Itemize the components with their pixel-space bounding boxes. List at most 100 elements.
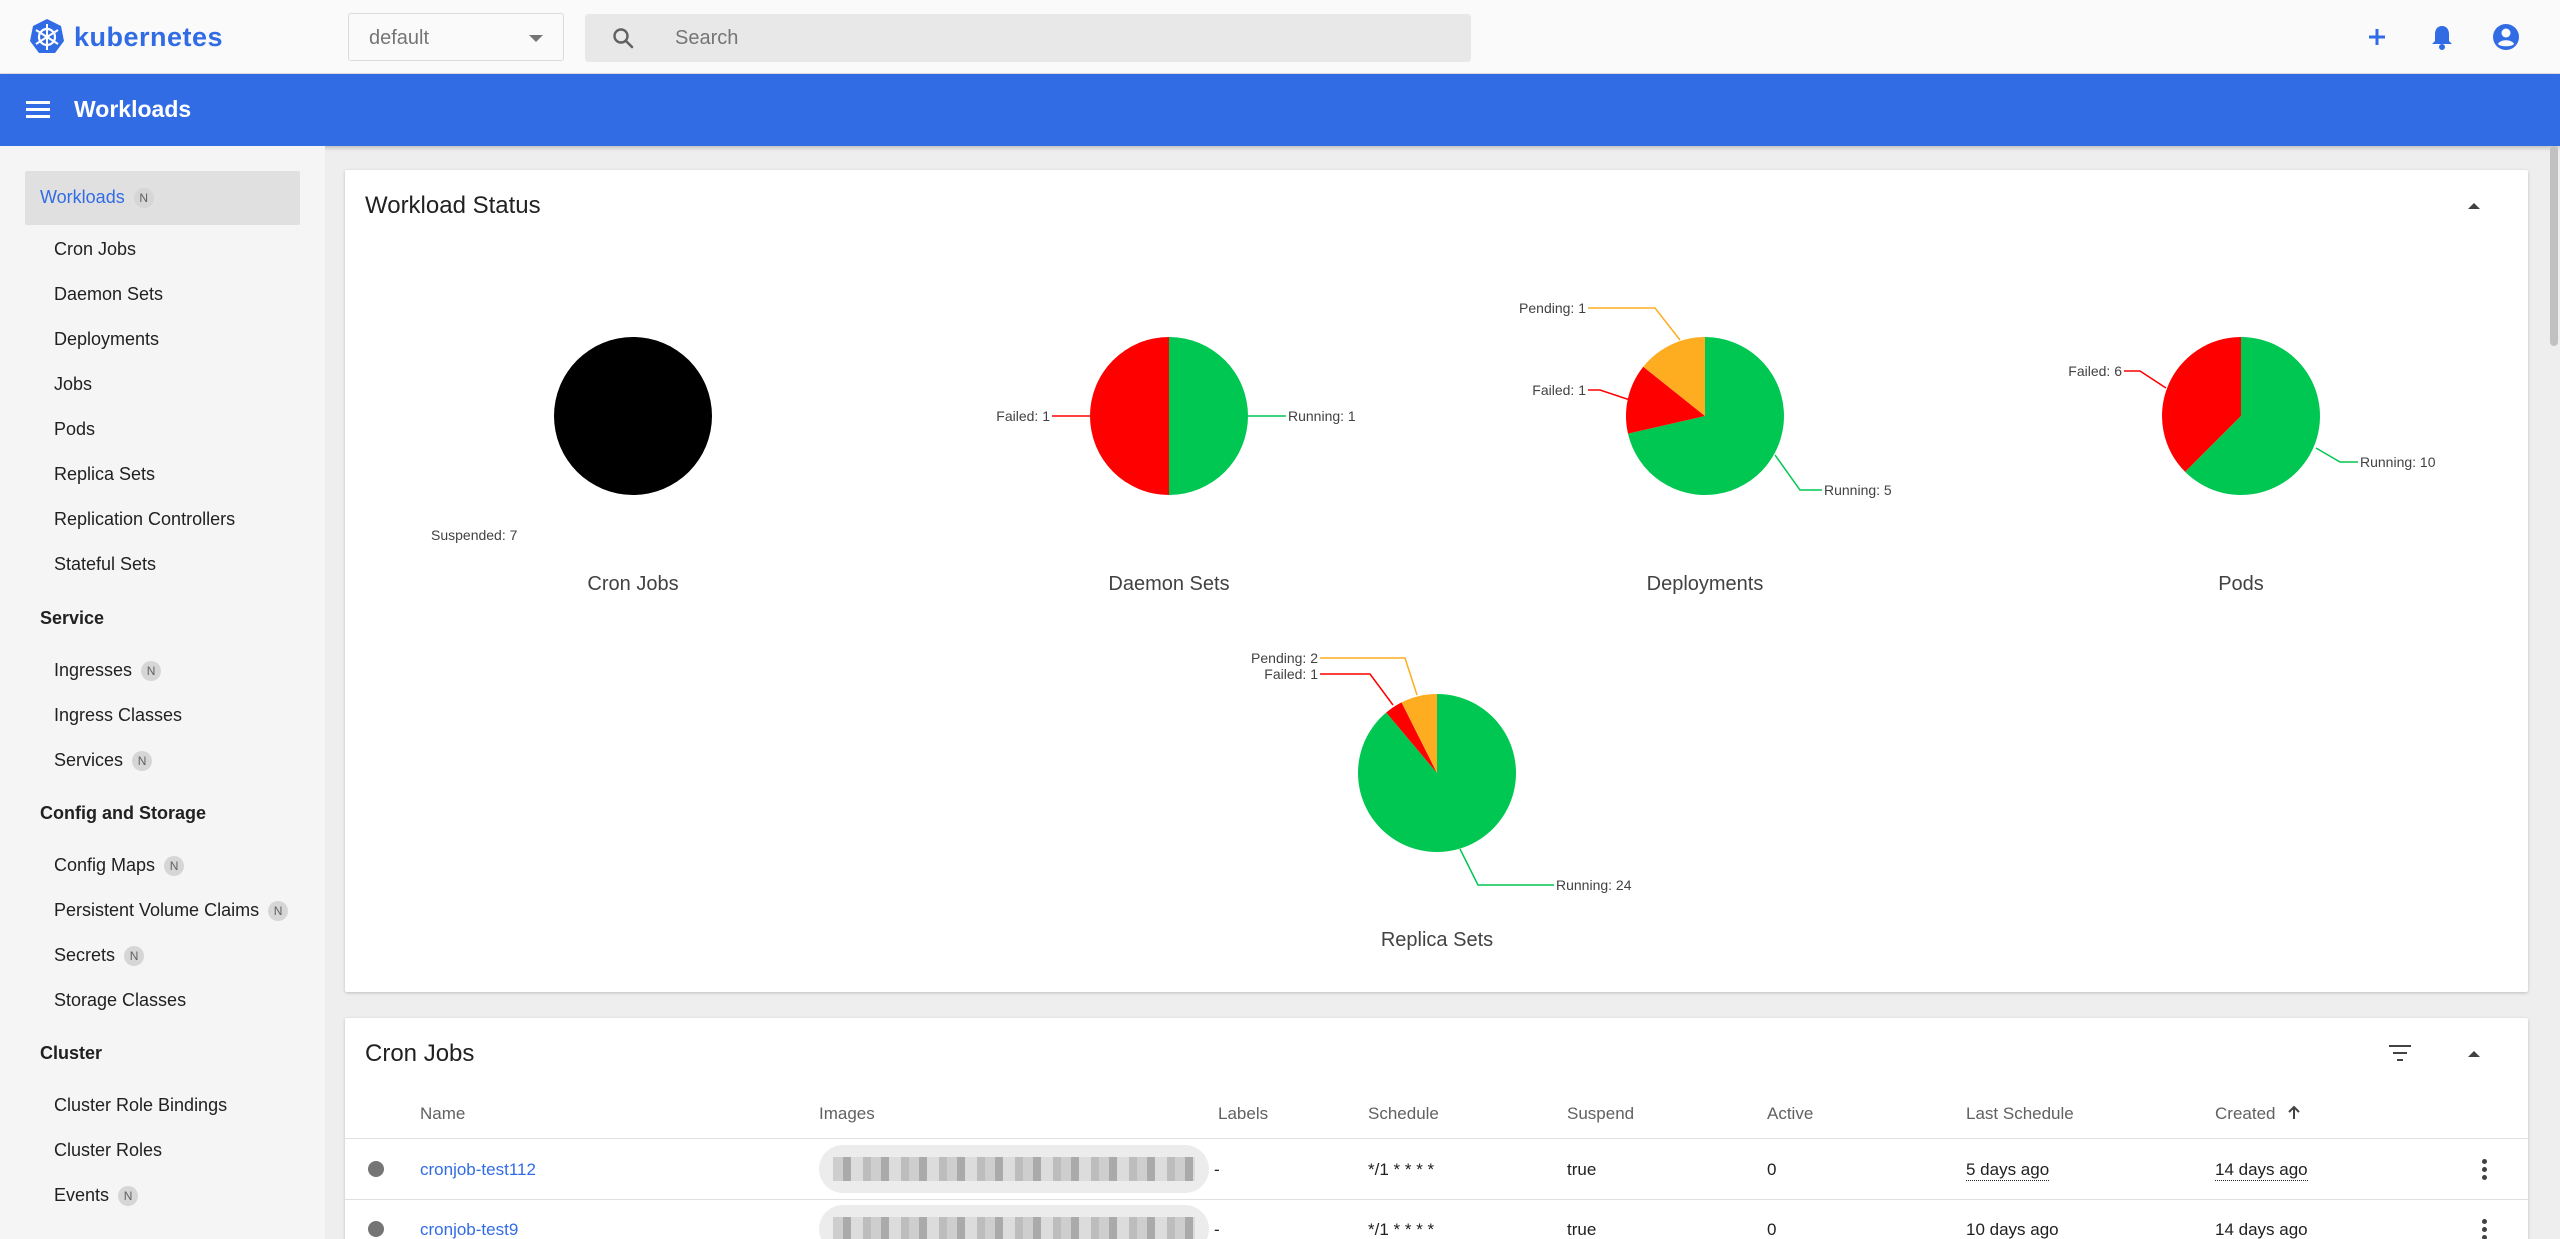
chart-title-pods: Pods	[2218, 573, 2264, 595]
redacted-image	[833, 1157, 1195, 1181]
more-vert-icon[interactable]	[2482, 1159, 2488, 1183]
last-schedule-cell: 10 days ago	[1966, 1220, 2059, 1239]
row-divider	[345, 1199, 2528, 1200]
sidebar-item-stateful-sets[interactable]: Stateful Sets	[54, 554, 157, 574]
sidebar-item-config-maps[interactable]: Config Maps N	[54, 855, 185, 876]
column-header-labels: Labels	[1218, 1104, 1269, 1123]
sidebar-item-workloads[interactable]	[25, 171, 300, 225]
pie-label-line	[1588, 307, 1681, 341]
sidebar-item-daemon-sets[interactable]: Daemon Sets	[54, 284, 164, 304]
brand-name: kubernetes	[74, 21, 224, 52]
new-badge: N	[124, 945, 145, 966]
bell-icon[interactable]	[2426, 21, 2458, 53]
pie-slice-deployments-running	[1627, 337, 1784, 496]
menu-icon[interactable]	[26, 98, 54, 120]
pie-slice-replica-sets-failed	[1386, 702, 1437, 773]
pie-label-line	[1320, 657, 1418, 696]
sidebar-item-pods[interactable]: Pods	[54, 419, 96, 439]
sidebar-workloads-section[interactable]: Workloads N	[40, 187, 154, 208]
new-badge: N	[132, 750, 153, 771]
chart-title-replica-sets: Replica Sets	[1380, 929, 1494, 951]
schedule-cell: */1 * * * *	[1368, 1160, 1435, 1179]
pie-label-line	[2315, 447, 2358, 463]
active-cell: 0	[1767, 1220, 1777, 1239]
column-header-created[interactable]: Created	[2215, 1104, 2302, 1124]
sidebar-item-jobs[interactable]: Jobs	[54, 374, 93, 394]
column-header-label: Created	[2215, 1104, 2276, 1123]
new-badge: N	[164, 855, 185, 876]
chart-title-cron-jobs: Cron Jobs	[587, 573, 679, 595]
sidebar-item-ingresses[interactable]: Ingresses N	[54, 660, 162, 681]
page-title: Workloads	[74, 96, 192, 122]
sort-arrow-up-icon	[2288, 1105, 2300, 1119]
pie-label-daemon-sets-running: Running: 1	[1288, 408, 1356, 424]
sidebar-item-cluster-roles[interactable]: Cluster Roles	[54, 1140, 163, 1160]
sidebar-item-deployments[interactable]: Deployments	[54, 329, 160, 349]
sidebar-item-services[interactable]: Services N	[54, 750, 153, 771]
image-chip	[819, 1145, 1209, 1193]
chart-title-daemon-sets: Daemon Sets	[1108, 573, 1230, 595]
new-badge: N	[118, 1185, 139, 1206]
schedule-cell: */1 * * * *	[1368, 1220, 1435, 1239]
cron-jobs-card	[345, 1018, 2528, 1239]
pie-label-pods-running: Running: 10	[2360, 454, 2436, 470]
pie-label-line	[2124, 370, 2167, 389]
sidebar-item-ingress-classes[interactable]: Ingress Classes	[54, 705, 183, 725]
pie-slice-daemon-sets-running	[1169, 337, 1248, 495]
sidebar-item-events[interactable]: Events N	[54, 1185, 139, 1206]
last-schedule-cell: 5 days ago	[1966, 1160, 2050, 1181]
cronjob-name-link[interactable]: cronjob-test9	[420, 1220, 519, 1239]
active-cell: 0	[1767, 1160, 1777, 1179]
sidebar-item-replication-controllers[interactable]: Replication Controllers	[54, 509, 236, 529]
search-icon	[613, 28, 634, 49]
sidebar-item-label: Workloads	[40, 187, 125, 207]
more-vert-icon[interactable]	[2482, 1219, 2488, 1239]
pie-label-deployments-failed: Failed: 1	[1532, 382, 1586, 398]
created-cell: 14 days ago	[2215, 1160, 2308, 1181]
collapse-icon[interactable]	[2468, 1051, 2480, 1057]
status-dot-icon	[368, 1161, 384, 1177]
chart-title-deployments: Deployments	[1646, 573, 1764, 595]
new-badge: N	[133, 187, 154, 208]
account-circle-icon[interactable]	[2490, 21, 2522, 53]
search-input[interactable]	[675, 14, 1435, 62]
collapse-icon[interactable]	[2468, 203, 2480, 209]
column-header-active: Active	[1767, 1104, 1814, 1123]
new-badge: N	[268, 900, 289, 921]
search-bar[interactable]	[585, 14, 1471, 62]
column-header-images: Images	[819, 1104, 875, 1123]
sidebar-section-cluster[interactable]: Cluster	[40, 1043, 103, 1063]
sidebar-item-cron-jobs[interactable]: Cron Jobs	[54, 239, 137, 259]
cronjob-name-link[interactable]: cronjob-test112	[420, 1160, 536, 1179]
sidebar-item-persistent-volume-claims[interactable]: Persistent Volume Claims N	[54, 900, 289, 921]
sidebar-section-config-storage[interactable]: Config and Storage	[40, 803, 206, 823]
page-scrollbar[interactable]	[2548, 146, 2560, 346]
cron-jobs-title: Cron Jobs	[365, 1040, 475, 1067]
sidebar-item-secrets[interactable]: Secrets N	[54, 945, 145, 966]
sidebar-section-service[interactable]: Service	[40, 608, 105, 628]
row-divider	[345, 1138, 2528, 1139]
plus-icon[interactable]	[2361, 21, 2393, 53]
image-chip	[819, 1205, 1209, 1239]
top-toolbar: kubernetes default	[0, 0, 2560, 74]
brand-logo[interactable]: kubernetes	[28, 18, 223, 56]
sidebar-item-label: Services	[54, 750, 124, 770]
column-header-suspend: Suspend	[1567, 1104, 1635, 1123]
workload-status-card	[345, 170, 2528, 992]
column-header-schedule: Schedule	[1368, 1104, 1439, 1123]
pie-label-deployments-running: Running: 5	[1824, 482, 1892, 498]
sidebar-item-storage-classes[interactable]: Storage Classes	[54, 990, 187, 1010]
sidebar: Workloads N Cron Jobs Daemon Sets Deploy…	[0, 146, 325, 1239]
pie-label-deployments-pending: Pending: 1	[1519, 300, 1586, 316]
pie-label-line	[1774, 454, 1822, 491]
redacted-image	[833, 1217, 1195, 1239]
namespace-select[interactable]: default	[348, 13, 564, 61]
filter-icon[interactable]	[2388, 1045, 2412, 1063]
status-dot-icon	[368, 1221, 384, 1237]
column-header-last-schedule: Last Schedule	[1966, 1104, 2074, 1123]
sidebar-item-replica-sets[interactable]: Replica Sets	[54, 464, 156, 484]
column-header-name[interactable]: Name	[420, 1104, 466, 1123]
sidebar-item-cluster-role-bindings[interactable]: Cluster Role Bindings	[54, 1095, 228, 1115]
pie-label-cron-jobs-suspended: Suspended: 7	[431, 527, 518, 543]
